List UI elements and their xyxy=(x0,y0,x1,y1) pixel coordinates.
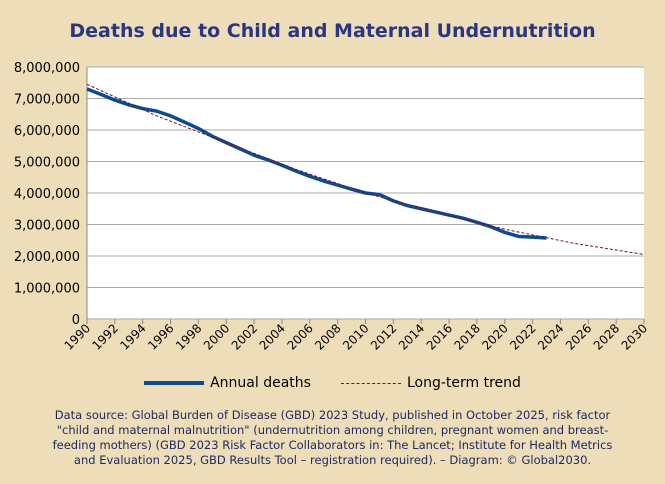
x-tick-label: 2018 xyxy=(452,321,483,352)
y-tick-label: 2,000,000 xyxy=(14,250,80,265)
x-tick-label: 2000 xyxy=(201,321,232,352)
x-tick-label: 2010 xyxy=(340,321,371,352)
y-tick-label: 1,000,000 xyxy=(14,282,80,297)
x-tick-label: 2022 xyxy=(507,321,538,352)
x-tick-label: 1998 xyxy=(173,321,204,352)
x-tick-label: 2006 xyxy=(284,321,315,352)
y-tick-label: 0 xyxy=(72,313,80,328)
y-tick-label: 5,000,000 xyxy=(14,156,80,171)
legend-item-annual: Annual deaths xyxy=(144,375,311,391)
y-tick-label: 6,000,000 xyxy=(14,124,80,139)
legend-swatch-trend xyxy=(340,382,401,384)
legend-swatch-annual xyxy=(144,381,205,385)
x-tick-label: 2030 xyxy=(619,321,650,352)
y-tick-label: 4,000,000 xyxy=(14,187,80,202)
x-tick-label: 2014 xyxy=(396,321,427,352)
y-tick-label: 7,000,000 xyxy=(14,93,80,108)
y-tick-label: 3,000,000 xyxy=(14,219,80,234)
legend-item-trend: Long-term trend xyxy=(340,375,521,391)
x-tick-label: 1992 xyxy=(89,321,120,352)
line-chart: 0 1,000,000 2,000,000 3,000,000 4,000,000 5,0… xyxy=(14,61,650,353)
x-tick-label: 2028 xyxy=(591,321,622,352)
x-tick-label: 2012 xyxy=(368,321,399,352)
x-tick-label: 1990 xyxy=(62,321,93,352)
x-tick-label: 2016 xyxy=(424,321,455,352)
x-tick-label: 2024 xyxy=(535,321,566,352)
x-tick-label: 2004 xyxy=(257,321,288,352)
series-line-long-term-trend xyxy=(86,83,645,255)
x-tick-label: 1996 xyxy=(145,321,176,352)
x-tick-label: 2026 xyxy=(563,321,594,352)
chart-title: Deaths due to Child and Maternal Undernu… xyxy=(69,20,596,42)
y-tick-label: 8,000,000 xyxy=(14,61,80,76)
source-note: Data source: Global Burden of Disease (G… xyxy=(52,408,613,467)
legend-label-trend: Long-term trend xyxy=(406,375,521,391)
x-tick-label: 1994 xyxy=(117,321,148,352)
x-tick-label: 2008 xyxy=(312,321,343,352)
x-tick-label: 2002 xyxy=(229,321,260,352)
legend: Annual deaths Long-term trend xyxy=(0,375,665,391)
legend-label-annual: Annual deaths xyxy=(210,375,311,391)
x-tick-label: 2020 xyxy=(479,321,510,352)
